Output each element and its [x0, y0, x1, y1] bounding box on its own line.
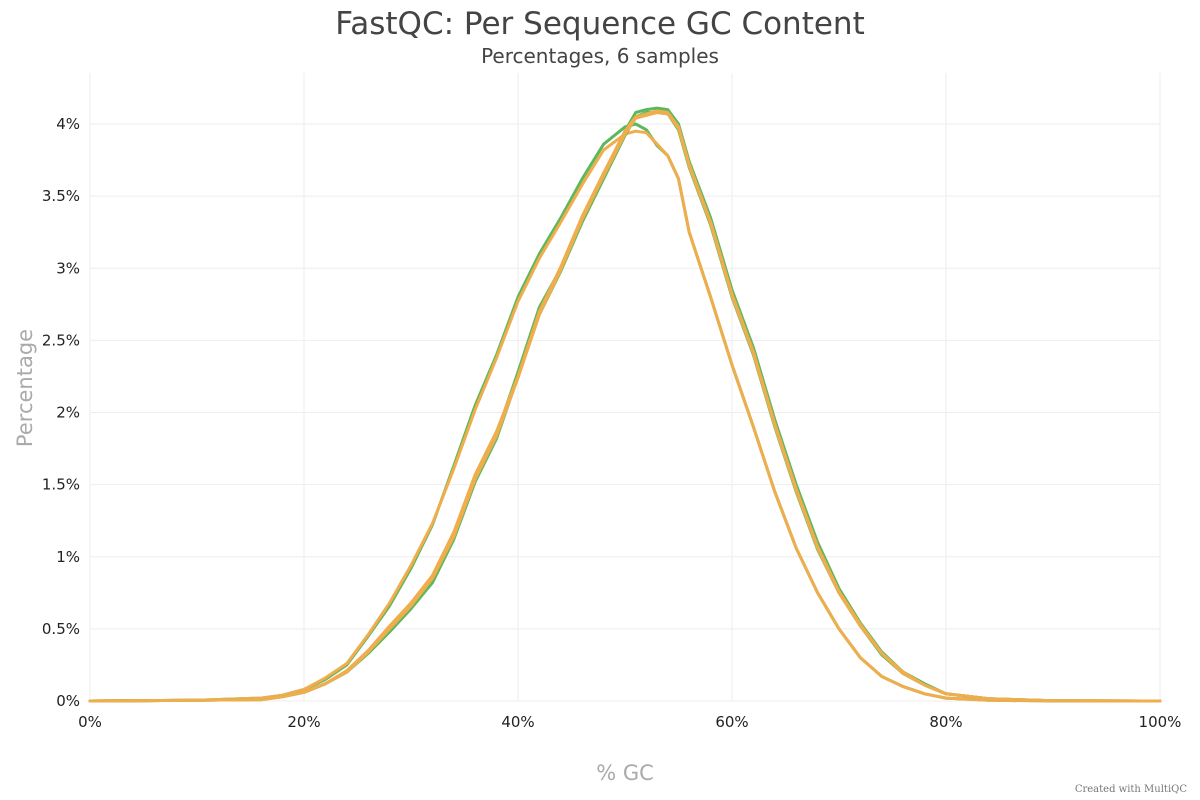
grid-lines [89, 73, 1161, 702]
y-tick-label: 2.5% [42, 331, 80, 349]
x-tick-label: 40% [501, 713, 534, 731]
y-tick-label: 4% [56, 115, 80, 133]
y-tick-label: 0.5% [42, 620, 80, 638]
y-tick-label: 3% [56, 259, 80, 277]
y-tick-label: 0% [56, 692, 80, 710]
series-line-6[interactable] [88, 111, 1162, 703]
series-line-5[interactable] [88, 109, 1162, 703]
y-tick-label: 1.5% [42, 476, 80, 494]
series-lines [88, 106, 1162, 703]
chart-title: FastQC: Per Sequence GC Content [335, 6, 865, 42]
y-tick-label: 2% [56, 404, 80, 422]
tick-labels: 0% 0.5% 1% 1.5% 2% 2.5% 3% 3.5% 4% 0% 20% 40% 60% 80%… [42, 115, 1182, 731]
x-tick-label: 60% [715, 713, 748, 731]
multiqc-credit: Created with MultiQC [1074, 784, 1187, 795]
y-tick-label: 1% [56, 548, 80, 566]
chart-subtitle: Percentages, 6 samples [481, 44, 719, 68]
y-axis-title: Percentage [13, 329, 37, 447]
x-tick-label: 0% [78, 713, 102, 731]
x-tick-label: 20% [287, 713, 320, 731]
x-tick-label: 80% [929, 713, 962, 731]
series-line-4[interactable] [88, 111, 1162, 703]
series-line-3[interactable] [88, 106, 1162, 703]
x-tick-label: 100% [1139, 713, 1182, 731]
y-tick-label: 3.5% [42, 187, 80, 205]
series-line-2[interactable] [88, 129, 1162, 703]
x-axis-title: % GC [596, 761, 654, 785]
